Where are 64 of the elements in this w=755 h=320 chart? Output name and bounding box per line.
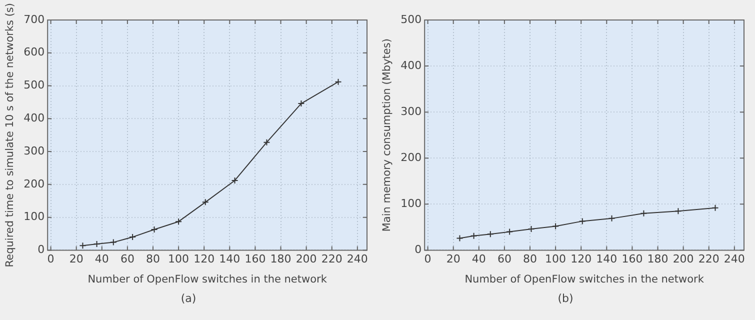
y-axis-title: Main memory consumption (Mbytes) <box>381 38 394 232</box>
x-tick-label: 140 <box>596 252 618 266</box>
x-tick-label: 220 <box>698 252 720 266</box>
y-tick-label: 100 <box>400 197 422 210</box>
point <box>110 238 117 246</box>
point <box>129 234 136 241</box>
point <box>506 228 514 236</box>
x-tick-label: 20 <box>69 252 84 266</box>
y-tick-label: 200 <box>400 150 422 164</box>
x-tick-label: 220 <box>321 252 342 266</box>
point <box>608 214 616 222</box>
x-tick-label: 140 <box>219 252 240 266</box>
x-tick-label: 240 <box>724 252 745 266</box>
point <box>552 222 560 230</box>
point <box>150 226 158 233</box>
x-tick-label: 40 <box>94 252 109 266</box>
point <box>175 218 182 226</box>
x-tick-label: 100 <box>168 252 190 266</box>
point <box>674 208 682 215</box>
x-tick-label: 160 <box>244 252 266 266</box>
x-tick-label: 180 <box>270 252 292 266</box>
text: (a) <box>180 292 198 305</box>
point <box>231 176 238 184</box>
x-axis-title: Number of OpenFlow switches in the network <box>464 273 705 286</box>
point <box>470 232 478 240</box>
point <box>528 226 535 233</box>
x-tick-label: 240 <box>346 252 368 266</box>
x-tick-label: 120 <box>194 252 215 266</box>
y-tick-label: 0 <box>38 243 45 256</box>
x-tick-label: 200 <box>672 252 694 266</box>
x-axis-title: Number of OpenFlow switches in the network <box>88 273 328 286</box>
x-tick-label: 20 <box>446 252 460 266</box>
x-tick-label: 0 <box>424 252 432 266</box>
y-tick-label: 500 <box>400 12 422 26</box>
point <box>202 198 209 206</box>
x-tick-label: 100 <box>545 252 566 266</box>
x-tick-label: 0 <box>47 252 54 266</box>
point <box>93 240 100 248</box>
x-tick-label: 60 <box>120 252 134 266</box>
y-tick-label: 700 <box>24 12 45 26</box>
point <box>486 230 494 238</box>
point <box>640 210 648 217</box>
y-tick-label: 400 <box>24 112 45 125</box>
x-tick-label: 200 <box>296 252 317 266</box>
y-tick-label: 300 <box>400 104 422 118</box>
point <box>263 138 270 146</box>
y-tick-label: 500 <box>24 78 45 92</box>
y-tick-label: 0 <box>414 243 422 256</box>
point <box>298 100 305 108</box>
x-tick-label: 80 <box>523 252 537 266</box>
y-tick-label: 600 <box>24 46 45 59</box>
y-axis-title: Required time to simulate 10 s of the networks (s) <box>4 3 16 268</box>
x-tick-label: 180 <box>647 252 668 266</box>
point <box>578 218 586 225</box>
x-tick-label: 120 <box>570 252 592 266</box>
x-tick-label: 160 <box>622 252 643 266</box>
text: (b) <box>556 292 574 305</box>
y-tick-label: 400 <box>400 58 422 72</box>
x-tick-label: 40 <box>472 252 486 266</box>
x-tick-label: 60 <box>497 252 512 266</box>
y-tick-label: 200 <box>24 177 45 190</box>
y-tick-label: 300 <box>24 144 45 158</box>
x-tick-label: 80 <box>146 252 160 266</box>
y-tick-label: 100 <box>24 210 45 224</box>
